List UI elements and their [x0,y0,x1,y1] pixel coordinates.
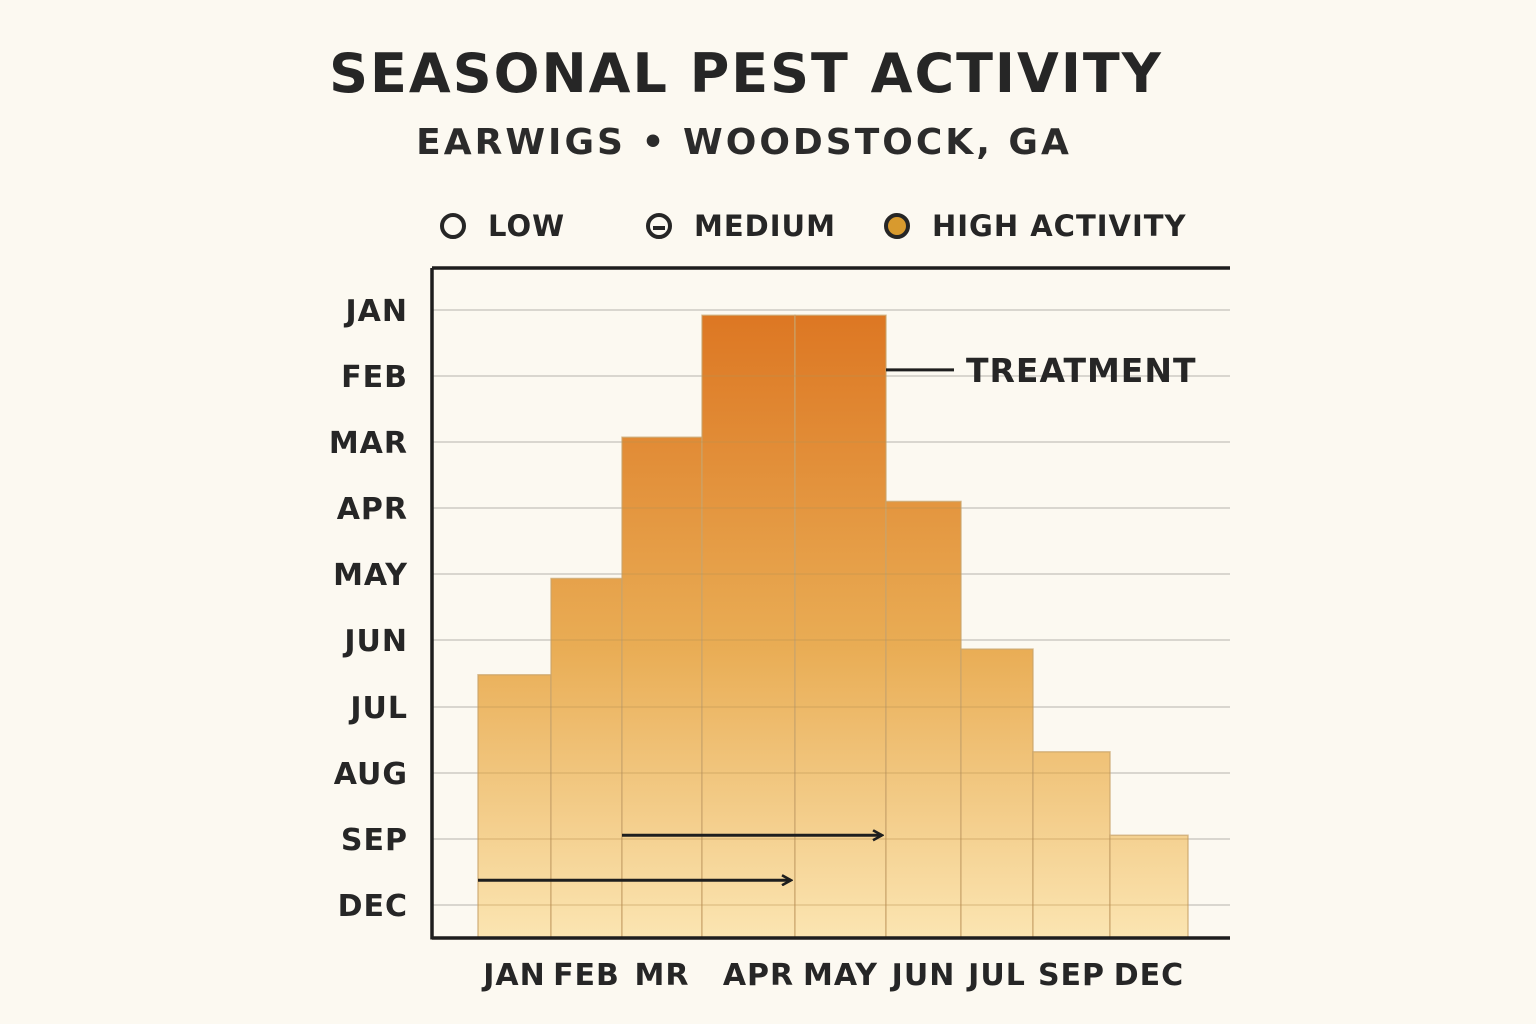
chart-title: SEASONAL PEST ACTIVITY [329,42,1163,105]
x-tick-label-feb: FEB [553,958,620,993]
y-tick-label-9: DEC [338,889,408,924]
annotations: TREATMENT [478,351,1196,880]
y-tick-label-3: APR [337,492,408,527]
x-tick-label-apr: APR [723,958,794,993]
x-tick-label-jun: JUN [890,958,956,993]
y-tick-label-8: SEP [341,823,408,858]
legend-label-high: HIGH ACTIVITY [932,209,1187,243]
bar-jun [885,500,962,939]
circle-minus-icon [646,213,672,239]
y-tick-label-2: MAR [329,426,408,461]
legend-label-medium: MEDIUM [694,209,836,243]
bar-jan [477,674,552,939]
chart-subtitle: EARWIGS • WOODSTOCK, GA [416,122,1072,163]
y-tick-label-4: MAY [333,558,408,593]
legend-item-low: LOW [440,206,565,246]
y-tick-label-7: AUG [334,757,408,792]
x-tick-label-jul: JUL [966,958,1026,993]
bar-mr [621,436,703,939]
y-tick-labels: JAN FEB MAR APR MAY JUN JUL AUG SEP DEC [329,294,409,924]
x-tick-label-may: MAY [803,958,878,993]
bars [477,314,1189,939]
x-tick-label-mr: MR [635,958,690,993]
bar-dec [1109,834,1189,939]
y-tick-label-0: JAN [344,294,409,329]
x-tick-labels: JAN FEB MR APR MAY JUN JUL SEP DEC [481,958,1184,993]
legend-item-medium: MEDIUM [646,206,836,246]
open-circle-icon [440,213,466,239]
bar-jul [960,648,1034,939]
y-tick-label-1: FEB [341,360,408,395]
bar-feb [550,577,623,939]
bar-apr [701,314,796,939]
bar-grid-overlay [478,375,1188,906]
bar-sep [1032,751,1111,939]
x-tick-label-dec: DEC [1114,958,1184,993]
bar-may [794,314,887,939]
filled-circle-icon [884,213,910,239]
legend-item-high: HIGH ACTIVITY [884,206,1187,246]
x-tick-label-jan: JAN [481,958,546,993]
y-tick-label-6: JUL [348,691,408,726]
annotation-label-0: TREATMENT [966,351,1196,390]
x-tick-label-sep: SEP [1038,958,1105,993]
axes [430,266,1230,940]
legend-label-low: LOW [488,209,566,243]
y-tick-label-5: JUN [342,624,408,659]
